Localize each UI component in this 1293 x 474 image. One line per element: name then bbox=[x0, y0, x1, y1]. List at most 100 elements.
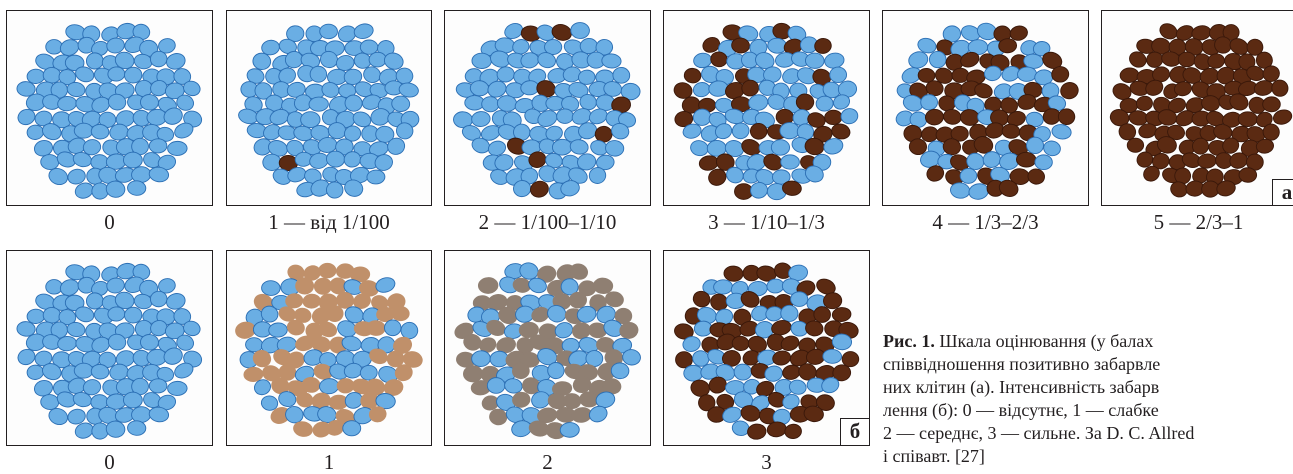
stained-cell bbox=[285, 293, 304, 309]
unstained-cell bbox=[959, 167, 978, 184]
stained-cell bbox=[692, 290, 711, 308]
stained-cell bbox=[683, 67, 702, 84]
stained-cell bbox=[1262, 65, 1280, 82]
cell-cluster-illustration bbox=[454, 262, 641, 440]
unstained-cell bbox=[293, 94, 313, 112]
unstained-cell bbox=[75, 306, 95, 323]
stained-cell bbox=[390, 305, 410, 322]
unstained-cell bbox=[150, 320, 168, 337]
cell-cluster-illustration bbox=[16, 262, 203, 440]
stained-cell bbox=[690, 379, 710, 397]
unstained-cell bbox=[75, 66, 95, 83]
unstained-cell bbox=[833, 94, 851, 110]
unstained-cell bbox=[692, 108, 712, 126]
unstained-cell bbox=[486, 377, 506, 394]
stained-cell bbox=[1136, 151, 1154, 168]
stained-cell bbox=[301, 376, 321, 393]
unstained-cell bbox=[82, 379, 102, 396]
unstained-cell bbox=[148, 166, 170, 183]
caption-score-0: 0 bbox=[104, 210, 115, 234]
cell-cluster-illustration bbox=[453, 22, 641, 200]
unstained-cell bbox=[692, 350, 710, 367]
unstained-cell bbox=[127, 420, 147, 436]
cell-cluster-illustration bbox=[674, 262, 860, 440]
unstained-cell bbox=[576, 305, 597, 323]
stained-cell bbox=[816, 394, 835, 411]
unstained-cell bbox=[1034, 154, 1053, 171]
panel-score-3 bbox=[663, 10, 870, 206]
unstained-cell bbox=[268, 322, 288, 338]
unstained-cell bbox=[42, 67, 62, 84]
unstained-cell bbox=[254, 82, 273, 100]
stained-cell bbox=[462, 365, 483, 383]
stained-cell bbox=[252, 349, 272, 368]
unstained-cell bbox=[157, 394, 177, 411]
stained-cell bbox=[924, 108, 944, 126]
stained-cell bbox=[537, 265, 557, 283]
unstained-cell bbox=[374, 154, 393, 171]
unstained-cell bbox=[693, 320, 713, 337]
stained-cell bbox=[353, 293, 371, 309]
figure-caption: Рис. 1. Шкала оцінювання (у балах співві… bbox=[883, 330, 1293, 468]
unstained-cell bbox=[375, 393, 396, 410]
stained-cell bbox=[973, 136, 994, 154]
unstained-cell bbox=[714, 123, 733, 140]
unstained-cell bbox=[309, 65, 328, 83]
cell-cluster-illustration bbox=[895, 22, 1079, 200]
unstained-cell bbox=[261, 280, 281, 296]
figure-caption-text: Шкала оцінювання (у балах bbox=[934, 331, 1154, 351]
stained-cell bbox=[1152, 153, 1170, 170]
stained-cell bbox=[1119, 67, 1140, 83]
unstained-cell bbox=[812, 153, 832, 171]
unstained-cell bbox=[547, 362, 565, 380]
stained-cell bbox=[611, 96, 631, 114]
stained-cell bbox=[293, 421, 313, 437]
unstained-cell bbox=[504, 23, 524, 39]
stained-cell bbox=[569, 263, 589, 280]
unstained-cell bbox=[148, 378, 168, 394]
stained-cell bbox=[1175, 25, 1195, 41]
unstained-cell bbox=[105, 180, 126, 198]
unstained-cell bbox=[605, 140, 625, 157]
caption-score-1: 1 — від 1/100 bbox=[268, 210, 390, 234]
stained-cell bbox=[349, 266, 371, 283]
unstained-cell bbox=[148, 138, 168, 154]
stained-cell bbox=[998, 38, 1018, 54]
stained-cell bbox=[1222, 137, 1240, 154]
stained-cell bbox=[512, 391, 531, 408]
figure-caption-line-3: них клітин (а). Інтенсивність забарв bbox=[883, 377, 1160, 397]
stained-cell bbox=[784, 423, 802, 440]
unstained-cell bbox=[596, 154, 615, 171]
stained-cell bbox=[1015, 151, 1037, 168]
unstained-cell bbox=[780, 304, 799, 322]
unstained-cell bbox=[67, 168, 86, 185]
stained-cell bbox=[572, 376, 592, 394]
unstained-cell bbox=[763, 66, 782, 83]
stained-cell bbox=[1229, 93, 1249, 111]
stained-cell bbox=[489, 408, 508, 426]
unstained-cell bbox=[577, 153, 597, 171]
unstained-cell bbox=[595, 391, 616, 409]
unstained-cell bbox=[840, 108, 859, 125]
stained-cell bbox=[960, 51, 980, 68]
unstained-cell bbox=[928, 50, 947, 69]
unstained-cell bbox=[611, 122, 630, 140]
stained-cell bbox=[366, 320, 386, 336]
stained-cell bbox=[702, 37, 721, 53]
unstained-cell bbox=[528, 277, 547, 294]
unstained-cell bbox=[461, 125, 481, 141]
unstained-cell bbox=[487, 140, 507, 156]
unstained-cell bbox=[770, 139, 791, 156]
unstained-cell bbox=[26, 308, 45, 324]
unstained-cell bbox=[968, 183, 989, 200]
stained-cell bbox=[286, 351, 305, 369]
unstained-cell bbox=[343, 125, 362, 142]
unstained-cell bbox=[622, 349, 641, 366]
stained-cell bbox=[698, 394, 716, 412]
unstained-cell bbox=[471, 350, 491, 367]
stained-cell bbox=[496, 337, 516, 354]
unstained-cell bbox=[569, 139, 589, 155]
stained-cell bbox=[1255, 51, 1273, 69]
figure-label: Рис. 1. bbox=[883, 331, 935, 351]
unstained-cell bbox=[176, 334, 194, 351]
